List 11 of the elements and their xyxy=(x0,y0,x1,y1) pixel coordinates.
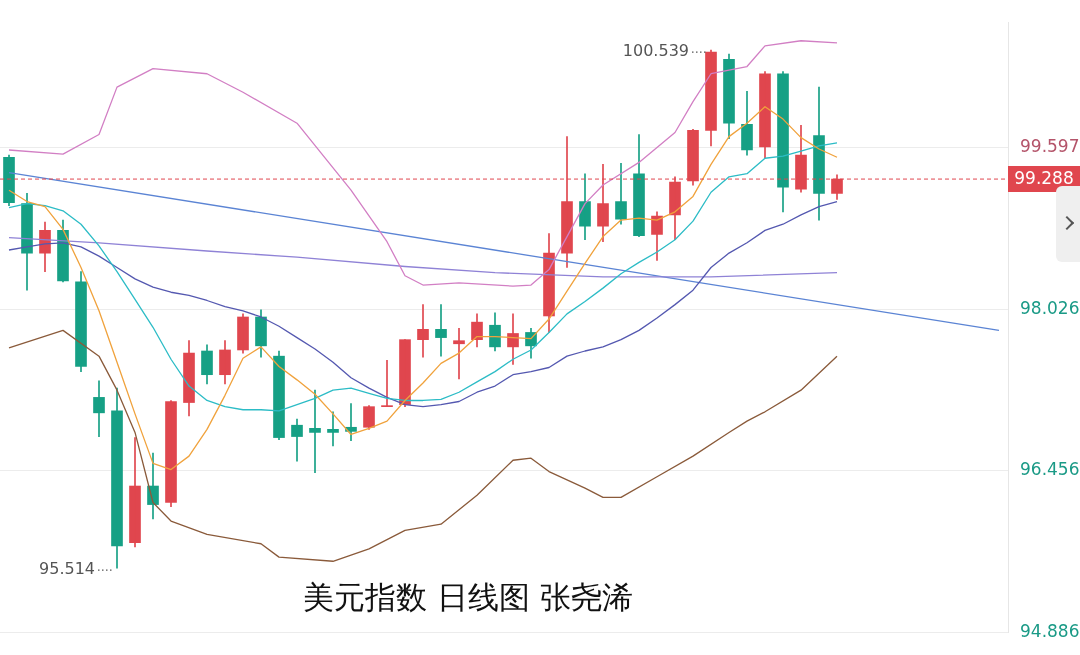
y-tick-label: 98.026 xyxy=(1020,297,1080,318)
candlestick xyxy=(453,328,465,380)
annotation: 100.539 xyxy=(622,41,689,61)
ref-line-label: 99.288 xyxy=(1014,168,1074,189)
candlestick xyxy=(327,411,339,447)
y-tick-label: 99.597 xyxy=(1020,135,1080,156)
candlestick xyxy=(381,359,393,407)
y-tick-label: 96.456 xyxy=(1020,459,1080,480)
annotation: 95.514 xyxy=(39,559,95,579)
text: 美元指数 日线图 张尧浠 xyxy=(303,579,633,616)
y-tick-label: 94.886 xyxy=(1020,621,1080,642)
